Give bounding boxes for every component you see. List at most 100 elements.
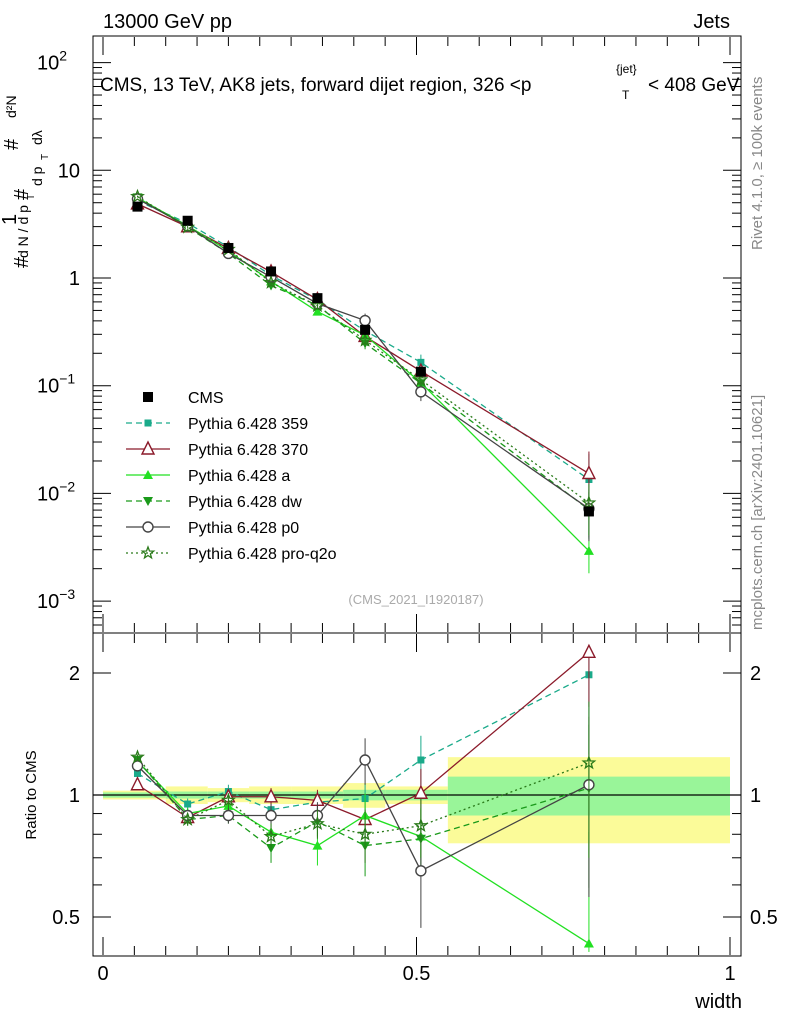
y-tick-label: 10−1 [37, 371, 75, 398]
ratio-point-p370 [130, 776, 145, 791]
legend-item-p370: Pythia 6.428 370 [126, 440, 308, 459]
ratio-plot-series [130, 643, 597, 952]
ratio-point-p359 [417, 756, 425, 764]
main-point-pq2o [263, 274, 279, 289]
ratio-point-pq2o [413, 817, 429, 832]
legend-label-p370: Pythia 6.428 370 [188, 442, 308, 459]
legend-marker-p359 [144, 419, 152, 427]
ratio-y-tick-label-left: 0.5 [52, 907, 80, 929]
legend-marker-pq2o [140, 545, 156, 560]
ratio-line-pa [137, 760, 590, 945]
y-tick-label: 102 [37, 48, 67, 75]
svg-text:T: T [40, 154, 51, 160]
legend-marker-p370 [140, 440, 156, 455]
ratio-point-pq2o [263, 828, 279, 843]
x-tick-label: 1 [724, 963, 735, 985]
ratio-point-pa [312, 840, 323, 850]
data-point [266, 266, 277, 277]
title-sub: T [622, 88, 630, 102]
main-point-pq2o [413, 371, 429, 387]
svg-text:T: T [26, 194, 37, 200]
ratio-y-tick-label-right: 1 [750, 785, 761, 807]
legend-label-data: CMS [188, 390, 224, 407]
main-point-pq2o [357, 332, 373, 347]
x-axis-label: width [694, 991, 742, 1013]
legend-item-pp0: Pythia 6.428 p0 [126, 520, 299, 537]
main-point-pq2o [581, 494, 597, 510]
main-line-pa [137, 197, 590, 552]
main-point-pq2o [309, 297, 325, 313]
ratio-y-tick-label-right: 2 [750, 663, 761, 685]
main-line-p359 [137, 200, 590, 481]
rivet-label: Rivet 4.1.0, ≥ 100k events [749, 77, 766, 250]
ratio-point-p370 [413, 784, 429, 799]
svg-text:d²N: d²N [3, 95, 19, 118]
svg-text:d N / d p: d N / d p [15, 205, 31, 258]
svg-text:#: # [1, 138, 23, 150]
svg-text:d p: d p [29, 166, 45, 186]
legend-item-pq2o: Pythia 6.428 pro-q2o [126, 545, 337, 563]
ratio-point-pq2o [220, 792, 236, 807]
ratio-point-pq2o [357, 826, 373, 841]
main-plot-series [130, 188, 597, 574]
y-tick-label: 10 [58, 160, 80, 182]
ratio-line-pq2o [136, 756, 590, 838]
legend-marker-pp0 [142, 521, 154, 533]
svg-text:#: # [11, 188, 33, 200]
main-point-p370 [581, 464, 597, 480]
data-point [223, 242, 234, 253]
main-axes: 10−3 10−2 10−1 1 10 102 [37, 37, 741, 632]
ratio-y-tick-label-right: 0.5 [750, 907, 778, 929]
legend-marker-data [143, 392, 153, 402]
ratio-point-pp0 [131, 760, 144, 772]
ratio-point-pq2o [130, 749, 145, 764]
ratio-point-p370 [581, 643, 597, 658]
ratio-y-label: Ratio to CMS [23, 750, 40, 839]
ratio-line-pdw [136, 759, 590, 849]
x-tick-label: 0.5 [403, 963, 431, 985]
main-line-pp0 [137, 198, 590, 510]
main-point-pp0 [359, 314, 371, 327]
ratio-point-p359 [184, 800, 192, 808]
ratio-point-pp0 [359, 754, 371, 766]
main-panel-frame [92, 35, 742, 634]
title-main: CMS, 13 TeV, AK8 jets, forward dijet reg… [100, 75, 531, 96]
ratio-point-pq2o [309, 815, 325, 831]
ratio-line-pp0 [137, 758, 590, 872]
energy-label: 13000 GeV pp [103, 11, 232, 33]
ratio-point-pa [583, 938, 594, 948]
legend-label-pq2o: Pythia 6.428 pro-q2o [188, 546, 337, 563]
ratio-line-p370 [137, 651, 590, 821]
main-point-pp0 [415, 386, 427, 398]
ratio-line-p359 [137, 674, 590, 811]
data-point [415, 366, 426, 377]
svg-text:1: 1 [0, 214, 21, 225]
main-point-p359 [417, 358, 425, 366]
title-tail: < 408 GeV [648, 75, 740, 96]
legend-item-pa: Pythia 6.428 a [126, 468, 290, 485]
svg-text:dλ: dλ [29, 130, 45, 145]
title-sup: {jet} [616, 62, 637, 76]
ratio-point-pp0 [265, 809, 277, 822]
data-point [132, 201, 143, 212]
ratio-point-p370 [263, 788, 279, 803]
category-label: Jets [693, 11, 730, 33]
y-tick-label: 10−3 [37, 586, 75, 613]
legend-item-p359: Pythia 6.428 359 [126, 416, 308, 433]
legend-label-p359: Pythia 6.428 359 [188, 416, 308, 433]
legend-label-pp0: Pythia 6.428 p0 [188, 520, 299, 537]
legend-marker-pa [143, 470, 153, 479]
ratio-point-pq2o [180, 811, 196, 826]
ratio-y-tick-label-left: 1 [69, 785, 80, 807]
main-line-pdw [137, 196, 590, 511]
legend-item-data: CMS [143, 390, 224, 407]
data-point [360, 324, 371, 335]
ratio-y-tick-label-left: 2 [69, 663, 80, 685]
analysis-label: (CMS_2021_I1920187) [348, 592, 483, 607]
data-point [312, 293, 323, 304]
plot-title: CMS, 13 TeV, AK8 jets, forward dijet reg… [100, 62, 740, 102]
main-point-pq2o [130, 188, 145, 203]
ratio-point-p359 [133, 769, 141, 777]
legend-item-pdw: Pythia 6.428 dw [126, 494, 302, 511]
